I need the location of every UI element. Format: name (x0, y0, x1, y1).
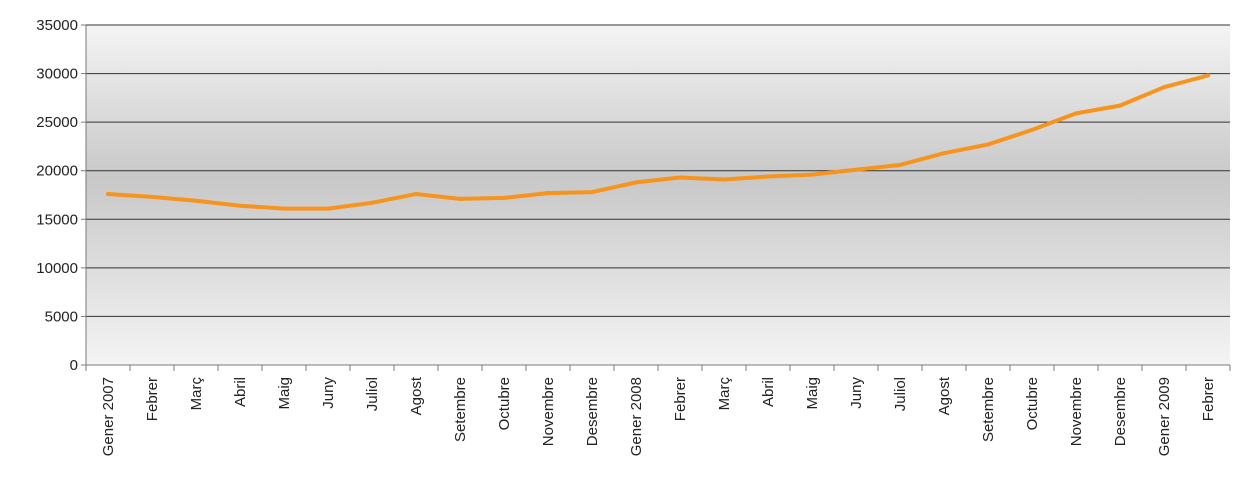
data-point (370, 200, 374, 205)
series-line (106, 73, 1210, 211)
x-tick-label: Agost (936, 376, 953, 415)
x-tick-label: Setembre (452, 377, 469, 442)
x-tick-label: Febrer (672, 377, 689, 421)
x-tick-label: Març (188, 377, 205, 411)
x-tick-label: Juny (320, 377, 337, 409)
data-point (854, 167, 858, 172)
x-tick-label: Maig (276, 377, 293, 410)
data-point (898, 162, 902, 167)
data-point (326, 206, 330, 211)
x-tick-label: Març (716, 377, 733, 411)
data-point (546, 191, 550, 196)
data-point (1030, 127, 1034, 132)
x-tick-label: Desembre (584, 377, 601, 446)
x-tick-label: Maig (804, 377, 821, 410)
x-tick-label: Gener 2009 (1156, 377, 1173, 456)
x-tick-label: Gener 2007 (100, 377, 117, 456)
x-tick-label: Juny (848, 377, 865, 409)
gridlines (86, 24, 1230, 317)
x-tick-label: Febrer (144, 377, 161, 421)
y-tick-label: 15000 (36, 211, 78, 228)
x-tick-label: Abril (232, 377, 249, 407)
data-point (766, 174, 770, 179)
data-point (986, 142, 990, 147)
x-tick-label: Juliol (364, 377, 381, 411)
series-group (106, 73, 1210, 211)
x-tick-label: Gener 2008 (628, 377, 645, 456)
data-point (414, 192, 418, 196)
x-axis-ticks: Gener 2007 Febrer Març Abril Maig Juny Juliol A… (85, 365, 1231, 456)
x-tick-label: Novembre (540, 377, 557, 446)
data-point (1074, 111, 1078, 116)
data-point (106, 192, 110, 196)
data-point (1118, 103, 1122, 108)
data-point (722, 177, 726, 182)
y-tick-label: 30000 (36, 66, 78, 83)
y-tick-label: 25000 (36, 114, 78, 131)
x-tick-label: Setembre (980, 377, 997, 442)
data-point (1206, 73, 1210, 78)
data-point (810, 172, 814, 177)
data-point (458, 196, 462, 201)
data-point (282, 206, 286, 211)
y-tick-label: 20000 (36, 163, 78, 180)
data-point (1162, 85, 1166, 90)
data-point (150, 194, 154, 199)
x-tick-label: Juliol (892, 377, 909, 411)
x-tick-label: Abril (760, 377, 777, 407)
data-point (634, 180, 638, 185)
x-tick-label: Febrer (1200, 377, 1217, 421)
x-tick-label: Octubre (496, 377, 513, 430)
y-tick-label: 10000 (36, 260, 78, 277)
data-point (502, 195, 506, 200)
data-point (678, 175, 682, 180)
y-axis-ticks: 0 5000 10000 15000 20000 25000 30000 35000 (36, 17, 86, 374)
x-tick-label: Agost (408, 376, 425, 415)
data-point (942, 151, 946, 156)
x-tick-label: Novembre (1068, 377, 1085, 446)
x-tick-label: Octubre (1024, 377, 1041, 430)
data-point (238, 203, 242, 208)
data-point (590, 190, 594, 195)
x-tick-label: Desembre (1112, 377, 1129, 446)
y-tick-label: 5000 (45, 308, 78, 325)
data-point (194, 198, 198, 203)
plot-area (86, 25, 1230, 365)
y-tick-label: 0 (70, 357, 78, 374)
y-tick-label: 35000 (36, 17, 78, 34)
